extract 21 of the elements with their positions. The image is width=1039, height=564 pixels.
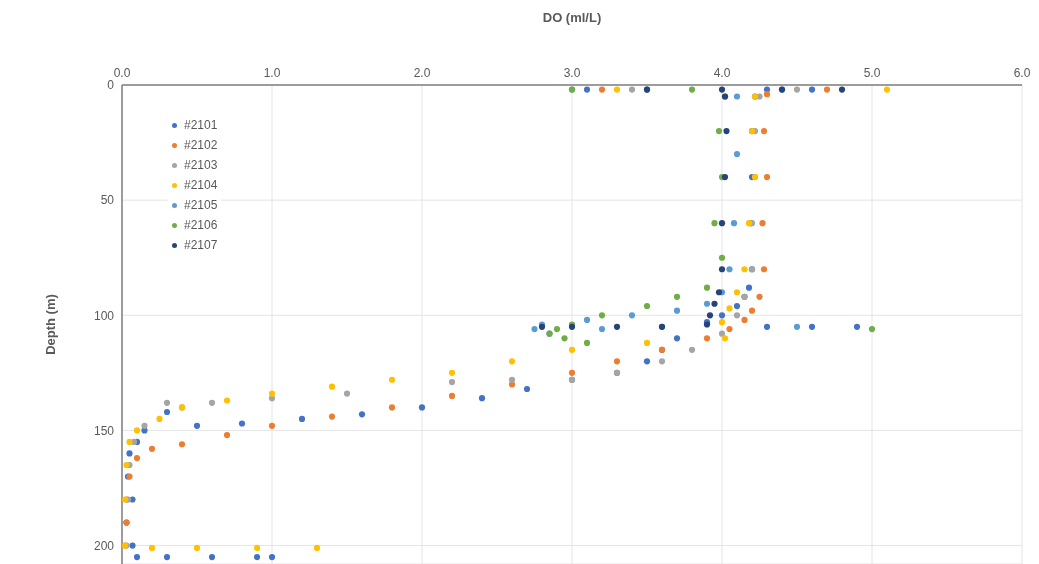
- x-tick-label: 5.0: [863, 66, 881, 80]
- legend-label: #2107: [184, 237, 218, 254]
- legend-label: #2102: [184, 137, 218, 154]
- x-tick-label: 1.0: [263, 66, 281, 80]
- legend-label: #2104: [184, 177, 218, 194]
- x-tick-label: 3.0: [563, 66, 581, 80]
- x-tick-label: 6.0: [1013, 66, 1031, 80]
- legend-label: #2106: [184, 217, 218, 234]
- y-tick-label: 150: [93, 423, 115, 438]
- y-tick-label: 0: [107, 78, 115, 93]
- x-tick-label: 0.0: [113, 66, 131, 80]
- y-tick-label: 50: [100, 193, 115, 208]
- x-tick-label: 2.0: [413, 66, 431, 80]
- legend-label: #2101: [184, 117, 218, 134]
- legend-label: #2103: [184, 157, 218, 174]
- legend-label: #2105: [184, 197, 218, 214]
- y-tick-label: 100: [93, 308, 115, 323]
- x-tick-label: 4.0: [713, 66, 731, 80]
- x-axis-title: DO (ml/L): [541, 10, 603, 25]
- y-axis-title: Depth (m): [42, 294, 58, 355]
- y-tick-label: 200: [93, 538, 115, 553]
